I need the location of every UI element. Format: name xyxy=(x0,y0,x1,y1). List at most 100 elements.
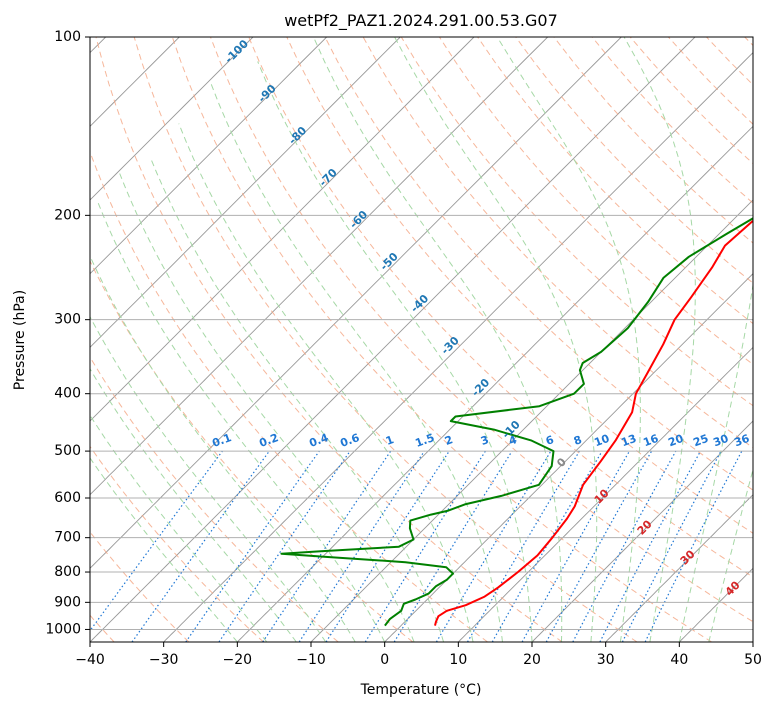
profile-series xyxy=(280,217,753,627)
x-tick-label: 50 xyxy=(744,652,762,668)
mixing-ratio-line xyxy=(218,450,351,642)
isotherm-line xyxy=(90,37,401,348)
isotherm-line xyxy=(605,494,753,642)
dry-adiabat-line xyxy=(210,37,753,623)
isotherm-line xyxy=(384,273,753,642)
mixing-ratio-line xyxy=(90,450,223,632)
x-tick-label: −10 xyxy=(296,652,326,668)
x-tick-label: 40 xyxy=(670,652,688,668)
dry-adiabat-line xyxy=(286,37,753,534)
pressure-grid xyxy=(90,214,753,630)
moist-adiabat-line xyxy=(90,414,268,642)
mixing-ratio-label: 0.1 xyxy=(210,431,233,450)
mixing-ratio-label: 1.5 xyxy=(413,431,436,450)
dry-adiabat-line xyxy=(133,37,638,642)
isotherm-line xyxy=(752,641,753,642)
y-tick-label: 600 xyxy=(54,490,81,506)
x-tick-label: 10 xyxy=(449,652,467,668)
x-tick-label: −20 xyxy=(223,652,253,668)
mixing-ratio-line xyxy=(572,450,677,642)
mixing-ratio-label: 4 xyxy=(507,433,519,448)
y-tick-label: 900 xyxy=(54,594,81,610)
mixing-ratio-label: 25 xyxy=(691,432,710,449)
isotherm-line xyxy=(457,346,753,642)
mixing-ratio-line xyxy=(644,450,743,642)
y-tick-label: 300 xyxy=(54,312,81,328)
mixing-ratio-label: 36 xyxy=(732,432,751,450)
x-axis-label: Temperature (°C) xyxy=(360,682,482,698)
x-tick-label: 20 xyxy=(523,652,541,668)
mixing-ratio-line xyxy=(393,450,513,642)
isotherm-line xyxy=(310,199,753,642)
mixing-ratio-label: 0.4 xyxy=(307,431,330,450)
y-tick-label: 100 xyxy=(54,29,81,45)
moist-adiabat-line xyxy=(394,37,598,642)
mixing-ratio-line xyxy=(185,450,320,642)
mixing-ratio-label: 10 xyxy=(592,432,611,450)
dry-adiabat-line xyxy=(515,37,753,284)
x-tick-label: 30 xyxy=(597,652,615,668)
y-tick-label: 800 xyxy=(54,564,81,580)
mixing-ratio-line xyxy=(298,450,425,642)
moist-adiabat-line xyxy=(623,37,696,642)
temperature-profile-line xyxy=(434,219,753,626)
moist-adiabat-line xyxy=(119,173,415,642)
isotherm-line xyxy=(236,125,753,642)
mixing-ratio-line xyxy=(262,450,392,642)
moist-adiabat-line xyxy=(90,315,327,642)
mixing-ratio-line xyxy=(131,450,270,642)
moist-adiabat-line xyxy=(90,367,297,642)
mixing-ratio-label: 0.2 xyxy=(257,431,280,450)
moist-adiabat-line xyxy=(496,37,641,642)
moist-adiabat-line xyxy=(313,37,563,642)
y-tick-label: 500 xyxy=(54,443,81,459)
y-tick-label: 1000 xyxy=(45,621,81,637)
isotherm-line xyxy=(90,37,696,642)
x-tick-label: 0 xyxy=(380,652,389,668)
dewpoint-profile-line xyxy=(280,217,753,627)
x-axis-ticks: −40 −30 −20 −10 0 10 20 30 40 50 xyxy=(75,642,762,668)
dry-adiabat-line xyxy=(90,356,339,642)
y-tick-label: 700 xyxy=(54,530,81,546)
dry-adiabat-line xyxy=(324,37,753,491)
mixing-ratio-label: 1 xyxy=(384,433,396,448)
moist-adiabat-line xyxy=(90,254,356,642)
mixing-ratio-label: 2 xyxy=(443,433,455,448)
mixing-ratio-label: 0.6 xyxy=(338,431,361,450)
isotherm-line xyxy=(90,37,549,496)
x-tick-label: −30 xyxy=(149,652,179,668)
moist-adiabat-line xyxy=(678,282,753,642)
mixing-ratio-line xyxy=(545,450,653,642)
moist-adiabat-line xyxy=(708,467,753,642)
mixing-ratio-label: 13 xyxy=(619,432,638,449)
background-lines xyxy=(90,37,753,642)
plot-frame xyxy=(89,36,754,643)
dry-adiabat-line xyxy=(248,37,753,578)
plot-background xyxy=(90,37,753,642)
moist-adiabat-line xyxy=(178,123,474,642)
moist-adiabat-line xyxy=(210,83,503,642)
dry-adiabat-line xyxy=(90,259,414,642)
mixing-ratio-label: 6 xyxy=(544,433,556,448)
chart-title: wetPf2_PAZ1.2024.291.00.53.G07 xyxy=(284,11,558,31)
isotherm-line xyxy=(90,37,475,422)
y-axis-ticks: 100 200 300 400 500 600 700 800 900 1000 xyxy=(45,29,90,637)
mixing-ratio-label: 8 xyxy=(572,433,584,448)
dry-adiabat-line xyxy=(171,37,712,642)
isotherm-line xyxy=(678,567,753,642)
mixing-ratio-line xyxy=(325,450,450,642)
y-tick-label: 400 xyxy=(54,386,81,402)
isotherm-line xyxy=(163,52,753,642)
x-tick-label: −40 xyxy=(75,652,105,668)
mixing-ratio-label: 16 xyxy=(641,432,660,450)
moist-adiabat-line xyxy=(257,61,533,642)
y-axis-label: Pressure (hPa) xyxy=(12,290,28,390)
mixing-ratio-line xyxy=(521,450,631,642)
y-tick-label: 200 xyxy=(54,207,81,223)
dry-adiabat-line xyxy=(95,37,563,642)
isotherm-line xyxy=(531,420,753,642)
dry-adiabat-line xyxy=(90,445,264,642)
mixing-ratio-label: 20 xyxy=(666,432,685,450)
mixing-ratio-label: 3 xyxy=(479,433,491,448)
